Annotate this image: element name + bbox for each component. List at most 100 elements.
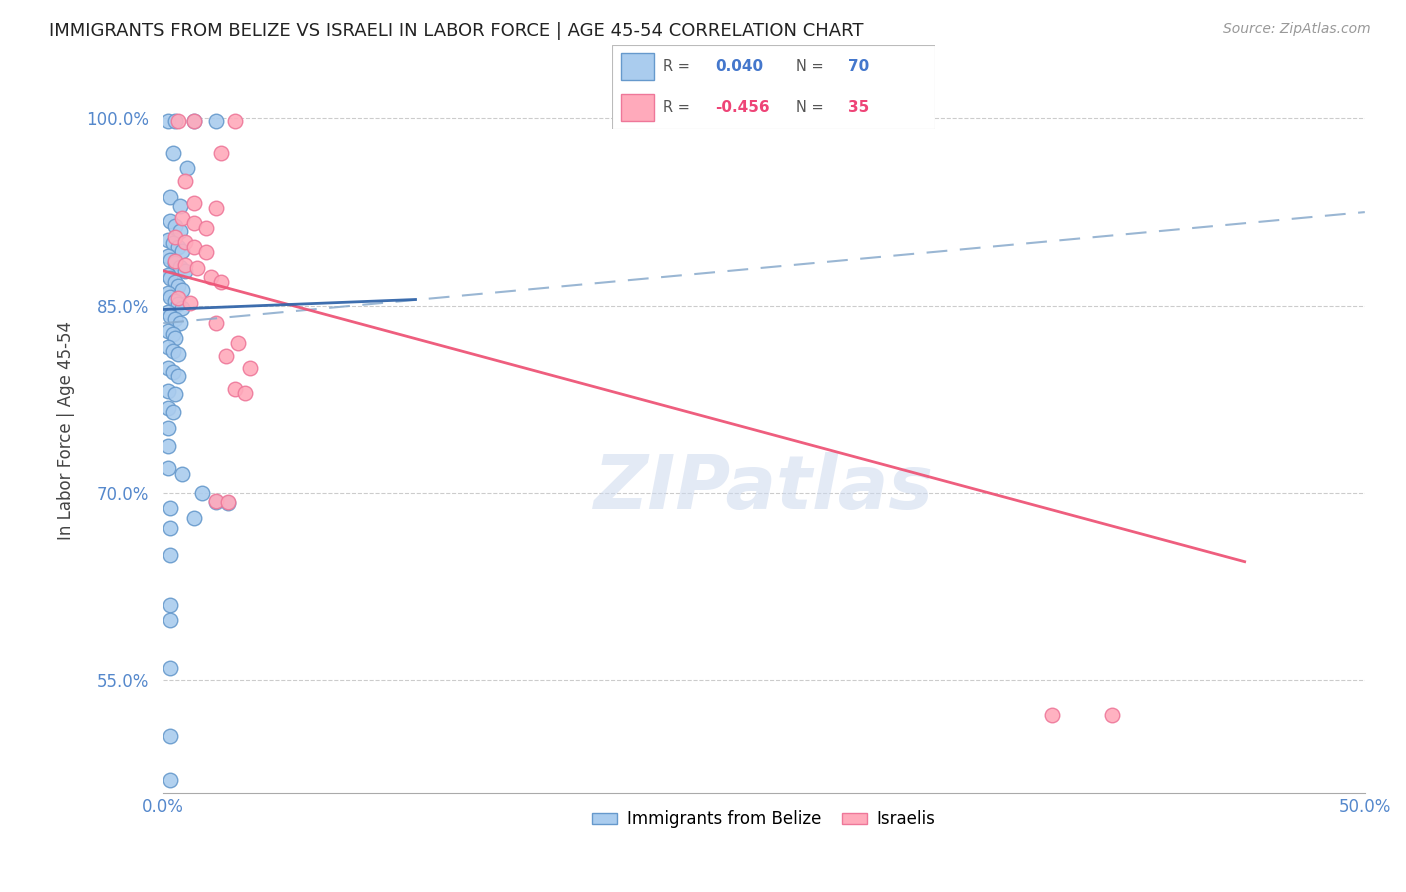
Point: [162, 236, 184, 251]
Point: [162, 365, 184, 379]
Point: [173, 174, 195, 188]
FancyBboxPatch shape: [621, 94, 654, 120]
Point: [165, 293, 187, 308]
Point: [156, 461, 179, 475]
Point: [1040, 708, 1063, 723]
Point: [190, 486, 212, 500]
Point: [159, 190, 181, 204]
Point: [172, 244, 194, 258]
Point: [183, 240, 205, 254]
Point: [162, 327, 184, 342]
Point: [156, 439, 179, 453]
Point: [205, 114, 228, 128]
Point: [165, 230, 187, 244]
Point: [165, 312, 187, 326]
Point: [217, 495, 239, 509]
Point: [156, 286, 179, 301]
Point: [162, 343, 184, 358]
Text: R =: R =: [664, 59, 695, 74]
Point: [183, 114, 205, 128]
Point: [172, 211, 194, 226]
Point: [159, 214, 181, 228]
Point: [156, 268, 179, 282]
Point: [224, 114, 246, 128]
Text: -0.456: -0.456: [716, 100, 769, 115]
Text: 70: 70: [848, 59, 869, 74]
Point: [183, 216, 205, 230]
Point: [156, 421, 179, 435]
Point: [169, 260, 191, 274]
Point: [165, 256, 187, 270]
Point: [156, 384, 179, 398]
Point: [159, 773, 181, 788]
Point: [179, 296, 201, 310]
Point: [172, 283, 194, 297]
Point: [239, 361, 262, 376]
Point: [217, 496, 239, 510]
FancyBboxPatch shape: [612, 45, 935, 129]
Point: [159, 309, 181, 323]
Point: [172, 467, 194, 482]
Legend: Immigrants from Belize, Israelis: Immigrants from Belize, Israelis: [586, 804, 942, 835]
Point: [166, 240, 188, 254]
Point: [205, 202, 228, 216]
Text: N =: N =: [796, 100, 828, 115]
Point: [215, 349, 238, 363]
Point: [166, 291, 188, 305]
Point: [166, 347, 188, 361]
Text: 35: 35: [848, 100, 869, 115]
Point: [173, 235, 195, 249]
Point: [165, 253, 187, 268]
FancyBboxPatch shape: [621, 54, 654, 80]
Point: [156, 401, 179, 416]
Point: [205, 316, 228, 330]
Point: [159, 521, 181, 535]
Point: [166, 368, 188, 383]
Point: [172, 301, 194, 316]
Point: [159, 613, 181, 627]
Point: [169, 199, 191, 213]
Y-axis label: In Labor Force | Age 45-54: In Labor Force | Age 45-54: [58, 321, 75, 540]
Point: [159, 271, 181, 285]
Point: [186, 261, 208, 276]
Point: [165, 275, 187, 289]
Text: R =: R =: [664, 100, 695, 115]
Point: [159, 549, 181, 563]
Point: [166, 297, 188, 311]
Text: 0.040: 0.040: [716, 59, 763, 74]
Point: [159, 661, 181, 675]
Point: [1101, 708, 1123, 723]
Point: [209, 146, 232, 161]
Point: [173, 264, 195, 278]
Point: [156, 114, 179, 128]
Text: ZIPatlas: ZIPatlas: [593, 452, 934, 525]
Point: [224, 383, 246, 397]
Point: [165, 387, 187, 401]
Point: [166, 278, 188, 293]
Point: [159, 599, 181, 613]
Point: [176, 161, 198, 176]
Point: [200, 270, 222, 285]
Point: [205, 495, 228, 509]
Text: IMMIGRANTS FROM BELIZE VS ISRAELI IN LABOR FORCE | AGE 45-54 CORRELATION CHART: IMMIGRANTS FROM BELIZE VS ISRAELI IN LAB…: [49, 22, 863, 40]
Point: [156, 233, 179, 247]
Point: [156, 324, 179, 338]
Point: [165, 331, 187, 345]
Point: [166, 114, 188, 128]
Point: [156, 340, 179, 354]
Point: [156, 249, 179, 263]
Point: [159, 252, 181, 267]
Point: [205, 493, 228, 508]
Point: [195, 245, 218, 260]
Point: [169, 316, 191, 330]
Text: Source: ZipAtlas.com: Source: ZipAtlas.com: [1223, 22, 1371, 37]
Point: [165, 219, 187, 233]
Point: [183, 114, 205, 128]
Point: [173, 258, 195, 272]
Point: [183, 511, 205, 525]
Point: [195, 221, 218, 235]
Point: [159, 501, 181, 516]
Point: [169, 224, 191, 238]
Point: [162, 405, 184, 419]
Point: [165, 114, 187, 128]
